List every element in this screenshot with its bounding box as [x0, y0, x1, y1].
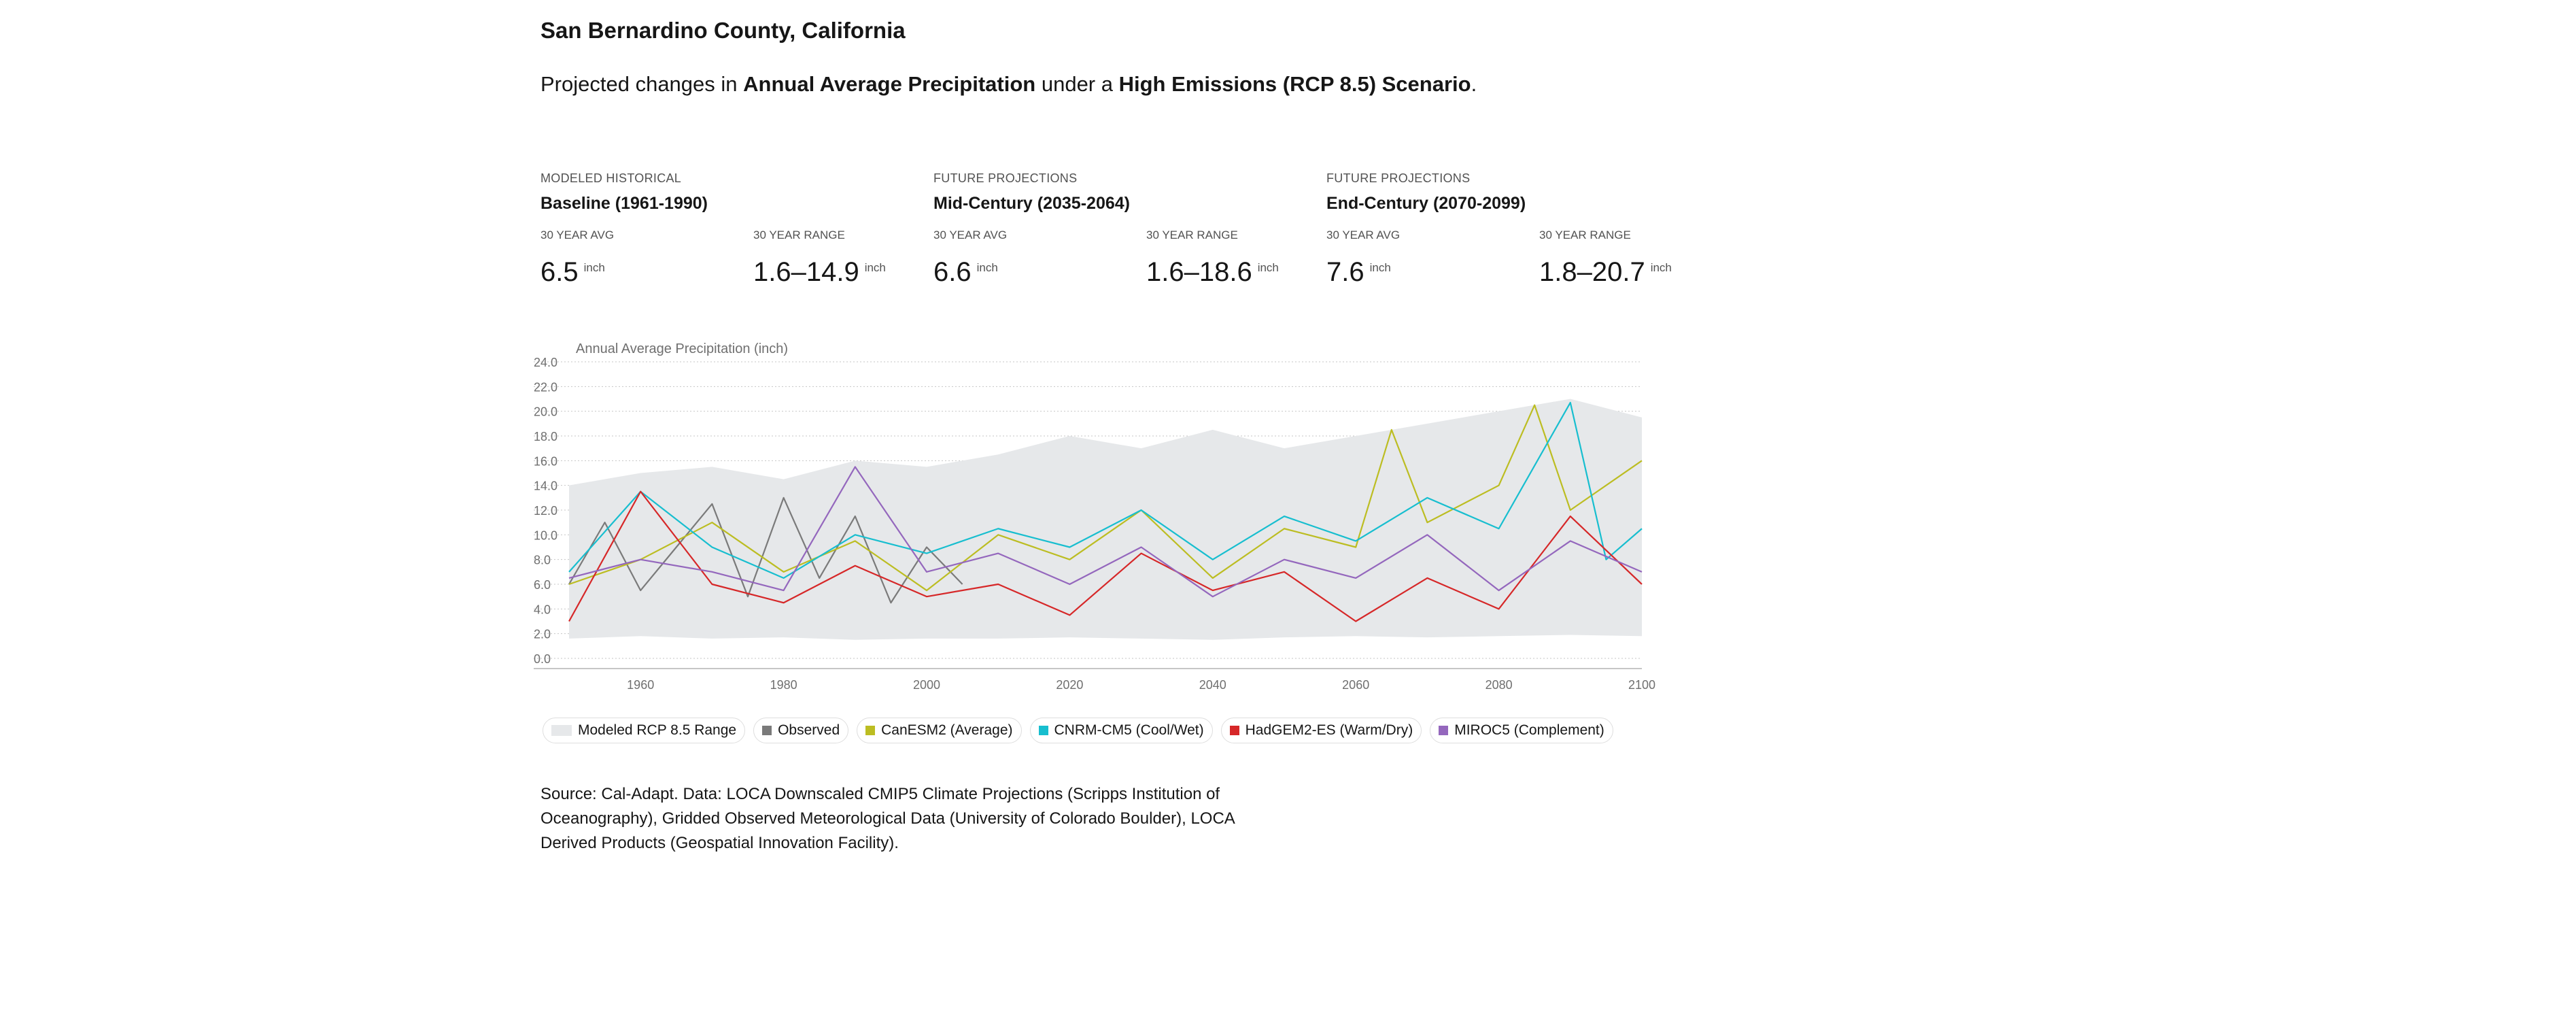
avg-label: 30 YEAR AVG	[1326, 229, 1401, 241]
legend-swatch	[1229, 726, 1239, 735]
period-end-century: FUTURE PROJECTIONS End-Century (2070-209…	[1326, 171, 1721, 287]
avg-stat: 30 YEAR AVG 6.5 inch	[540, 229, 614, 288]
legend-swatch	[865, 726, 876, 735]
y-tick-label: 12.0	[534, 504, 557, 518]
x-tick-label: 2020	[1056, 678, 1083, 692]
period-baseline: MODELED HISTORICAL Baseline (1961-1990) …	[540, 171, 935, 287]
period-kicker: FUTURE PROJECTIONS	[1326, 171, 1471, 185]
avg-label: 30 YEAR AVG	[540, 229, 615, 241]
series-line	[568, 466, 1643, 598]
range-label: 30 YEAR RANGE	[753, 229, 845, 241]
legend-swatch	[762, 726, 772, 735]
y-tick-labels: 0.0 2.0 4.0 6.0 8.0 10.0 12.0 14.0 16.0 18.0 20.0 2…	[534, 356, 557, 666]
precipitation-chart[interactable]: 0.0 2.0 4.0 6.0 8.0 10.0 12.0 14.0 16.0 18.0 20.0 2…	[534, 337, 1676, 704]
range-band	[569, 399, 1642, 640]
legend-label: Observed	[778, 722, 840, 738]
range-value: 1.8–20.7	[1539, 257, 1645, 287]
range-stat: 30 YEAR RANGE 1.8–20.7 inch	[1539, 229, 1672, 288]
avg-value: 6.5	[540, 257, 579, 287]
chart-title: Annual Average Precipitation (inch)	[576, 341, 788, 356]
range-stat: 30 YEAR RANGE 1.6–18.6 inch	[1146, 229, 1279, 288]
avg-value: 6.6	[933, 257, 972, 287]
range-stat: 30 YEAR RANGE 1.6–14.9 inch	[753, 229, 886, 288]
x-tick-label: 2040	[1199, 678, 1226, 692]
subtitle-variable: Annual Average Precipitation	[743, 72, 1036, 96]
series-line	[568, 404, 1643, 592]
x-tick-label: 1960	[627, 678, 654, 692]
legend-swatch	[1439, 726, 1449, 735]
legend-item-range[interactable]: Modeled RCP 8.5 Range	[543, 718, 746, 743]
series-layer	[568, 401, 1643, 622]
x-tick-labels: 1960 1980 2000 2020 2040 2060 2080 2100	[627, 678, 1655, 692]
x-tick-label: 2060	[1342, 678, 1369, 692]
x-tick-label: 1980	[770, 678, 797, 692]
y-tick-label: 8.0	[534, 554, 551, 567]
legend-swatch	[551, 725, 572, 736]
period-name: Baseline (1961-1990)	[540, 194, 708, 213]
avg-label: 30 YEAR AVG	[933, 229, 1008, 241]
y-tick-label: 14.0	[534, 479, 557, 493]
page-subtitle: Projected changes in Annual Average Prec…	[540, 72, 1477, 97]
range-unit: inch	[864, 261, 886, 274]
legend-label: Modeled RCP 8.5 Range	[578, 722, 737, 738]
legend-item-miroc5[interactable]: MIROC5 (Complement)	[1430, 718, 1613, 743]
range-unit: inch	[1650, 261, 1672, 274]
y-tick-label: 16.0	[534, 454, 557, 468]
series-line	[568, 401, 1643, 579]
y-tick-label: 18.0	[534, 430, 557, 443]
period-mid-century: FUTURE PROJECTIONS Mid-Century (2035-206…	[933, 171, 1328, 287]
legend-item-hadgem2-es[interactable]: HadGEM2-ES (Warm/Dry)	[1220, 718, 1422, 743]
avg-unit: inch	[1369, 261, 1391, 274]
period-kicker: FUTURE PROJECTIONS	[933, 171, 1078, 185]
legend-label: MIROC5 (Complement)	[1454, 722, 1604, 738]
y-tick-label: 2.0	[534, 628, 551, 641]
series-line	[568, 490, 1643, 622]
y-tick-label: 22.0	[534, 380, 557, 394]
y-tick-label: 24.0	[534, 356, 557, 369]
legend-item-canesm2[interactable]: CanESM2 (Average)	[857, 718, 1022, 743]
subtitle-suffix: .	[1471, 72, 1477, 96]
chart-legend: Modeled RCP 8.5 Range Observed CanESM2 (…	[543, 718, 1613, 743]
subtitle-middle: under a	[1035, 72, 1119, 96]
legend-item-observed[interactable]: Observed	[753, 718, 849, 743]
subtitle-scenario: High Emissions (RCP 8.5) Scenario	[1118, 72, 1471, 96]
subtitle-prefix: Projected changes in	[540, 72, 744, 96]
avg-value: 7.6	[1326, 257, 1364, 287]
range-unit: inch	[1257, 261, 1279, 274]
y-tick-label: 0.0	[534, 652, 551, 666]
period-name: End-Century (2070-2099)	[1326, 194, 1526, 213]
y-tick-label: 6.0	[534, 578, 551, 592]
period-kicker: MODELED HISTORICAL	[540, 171, 682, 185]
legend-swatch	[1038, 726, 1048, 735]
y-tick-label: 4.0	[534, 603, 551, 616]
range-value: 1.6–14.9	[753, 257, 859, 287]
avg-unit: inch	[583, 261, 605, 274]
range-label: 30 YEAR RANGE	[1539, 229, 1631, 241]
avg-stat: 30 YEAR AVG 7.6 inch	[1326, 229, 1400, 288]
range-value: 1.6–18.6	[1146, 257, 1252, 287]
legend-label: CanESM2 (Average)	[881, 722, 1013, 738]
range-band-layer	[569, 399, 1642, 640]
x-tick-label: 2000	[913, 678, 940, 692]
range-label: 30 YEAR RANGE	[1146, 229, 1238, 241]
avg-stat: 30 YEAR AVG 6.6 inch	[933, 229, 1007, 288]
legend-item-cnrm-cm5[interactable]: CNRM-CM5 (Cool/Wet)	[1029, 718, 1213, 743]
avg-unit: inch	[976, 261, 998, 274]
legend-label: HadGEM2-ES (Warm/Dry)	[1245, 722, 1413, 738]
legend-label: CNRM-CM5 (Cool/Wet)	[1054, 722, 1204, 738]
y-tick-label: 10.0	[534, 528, 557, 542]
page-title: San Bernardino County, California	[540, 18, 906, 43]
x-tick-label: 2080	[1486, 678, 1513, 692]
source-note: Source: Cal-Adapt. Data: LOCA Downscaled…	[540, 785, 1235, 852]
series-line	[568, 496, 963, 604]
period-name: Mid-Century (2035-2064)	[933, 194, 1130, 213]
y-tick-label: 20.0	[534, 405, 557, 419]
x-tick-label: 2100	[1628, 678, 1655, 692]
